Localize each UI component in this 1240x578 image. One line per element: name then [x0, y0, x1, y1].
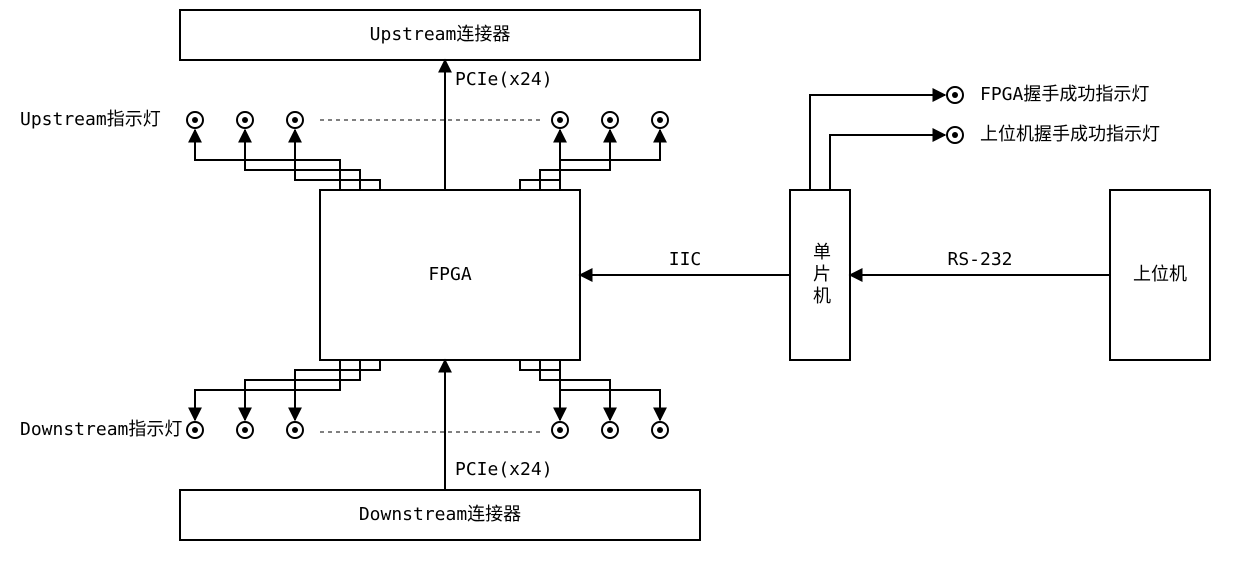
- fpga-handshake-led-label: FPGA握手成功指示灯: [980, 84, 1149, 105]
- downstream-led-0: [187, 360, 340, 438]
- fpga-handshake-led: [810, 87, 963, 190]
- downstream-leds-label: Downstream指示灯: [20, 419, 182, 440]
- downstream-connector-label: Downstream连接器: [359, 504, 521, 525]
- upstream-led-5: [560, 112, 668, 190]
- upstream-connector-label: Upstream连接器: [370, 24, 511, 45]
- pcie-up-label: PCIe(x24): [455, 69, 553, 90]
- downstream-led-1: [237, 360, 360, 438]
- upstream-led-0: [187, 112, 340, 190]
- iic-label: IIC: [669, 249, 702, 270]
- pcie-down-label: PCIe(x24): [455, 459, 553, 480]
- upstream-led-1: [237, 112, 360, 190]
- downstream-led-5: [560, 360, 668, 438]
- mcu-label: 单片机: [810, 242, 831, 308]
- host-handshake-led: [830, 127, 963, 190]
- host-handshake-led-label: 上位机握手成功指示灯: [980, 124, 1160, 145]
- downstream-led-2: [287, 360, 380, 438]
- rs232-label: RS-232: [947, 249, 1012, 270]
- upstream-led-2: [287, 112, 380, 190]
- downstream-led-4: [540, 360, 618, 438]
- upstream-led-4: [540, 112, 618, 190]
- upstream-leds-label: Upstream指示灯: [20, 109, 161, 130]
- fpga-label: FPGA: [428, 264, 472, 285]
- host-label: 上位机: [1133, 264, 1187, 285]
